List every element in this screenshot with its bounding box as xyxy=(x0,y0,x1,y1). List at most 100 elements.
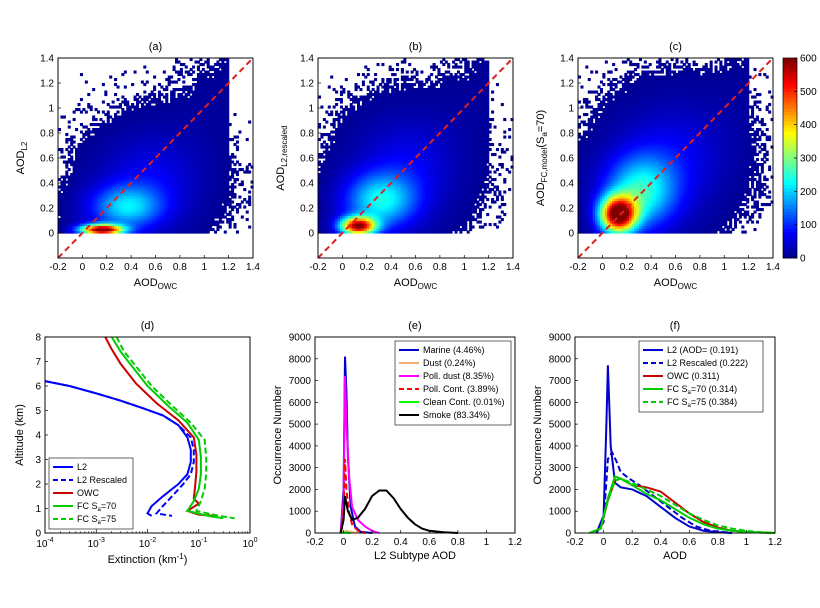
heat-cell xyxy=(114,185,118,189)
heat-cell xyxy=(123,133,127,137)
heat-cell xyxy=(121,148,125,152)
heat-cell xyxy=(199,90,203,94)
heat-cell xyxy=(199,113,203,117)
heat-cell xyxy=(342,125,346,129)
heat-cell xyxy=(339,215,343,219)
heat-cell xyxy=(136,93,140,97)
heat-cell xyxy=(143,145,147,149)
heat-cell xyxy=(233,163,237,167)
heat-cell xyxy=(67,188,71,192)
heat-cell xyxy=(192,108,196,112)
heat-cell xyxy=(325,185,329,189)
heat-cell xyxy=(196,135,200,139)
heat-cell xyxy=(347,185,351,189)
heat-cell xyxy=(157,178,161,182)
heat-cell xyxy=(131,195,135,199)
heat-cell xyxy=(58,223,62,227)
heat-cell xyxy=(216,140,220,144)
heat-cell xyxy=(194,195,198,199)
heat-cell xyxy=(226,130,230,134)
heat-cell xyxy=(94,223,98,227)
heat-cell xyxy=(104,173,108,177)
heat-cell xyxy=(121,108,125,112)
heat-cell xyxy=(136,220,140,224)
heat-cell xyxy=(65,190,69,194)
heat-cell xyxy=(359,120,363,124)
heat-cell xyxy=(79,163,83,167)
heat-cell xyxy=(223,73,227,77)
heat-cell xyxy=(118,143,122,147)
heat-cell xyxy=(165,223,169,227)
heat-cell xyxy=(87,93,91,97)
heat-cell xyxy=(136,215,140,219)
heat-cell xyxy=(128,200,132,204)
heat-cell xyxy=(172,188,176,192)
heat-cell xyxy=(172,105,176,109)
heat-cell xyxy=(128,165,132,169)
heat-cell xyxy=(175,168,179,172)
heat-cell xyxy=(364,98,368,102)
heat-cell xyxy=(206,168,210,172)
heat-cell xyxy=(148,100,152,104)
heat-cell xyxy=(118,218,122,222)
heat-cell xyxy=(214,128,218,132)
heat-cell xyxy=(201,205,205,209)
heat-cell xyxy=(354,180,358,184)
heat-cell xyxy=(325,173,329,177)
heat-cell xyxy=(104,178,108,182)
heat-cell xyxy=(160,180,164,184)
heat-cell xyxy=(223,78,227,82)
heat-cell xyxy=(209,205,213,209)
heat-cell xyxy=(148,103,152,107)
heat-cell xyxy=(145,198,149,202)
heat-cell xyxy=(361,163,365,167)
heat-cell xyxy=(371,185,375,189)
heat-cell xyxy=(223,185,227,189)
heat-cell xyxy=(128,215,132,219)
heat-cell xyxy=(143,125,147,129)
heat-cell xyxy=(337,130,341,134)
heat-cell xyxy=(364,100,368,104)
heat-cell xyxy=(211,83,215,87)
heat-cell xyxy=(118,183,122,187)
heat-cell xyxy=(184,195,188,199)
heat-cell xyxy=(160,210,164,214)
heat-cell xyxy=(79,190,83,194)
heat-cell xyxy=(359,115,363,119)
heat-cell xyxy=(218,93,222,97)
heat-cell xyxy=(65,218,69,222)
heat-cell xyxy=(337,195,341,199)
heat-cell xyxy=(226,143,230,147)
heat-cell xyxy=(150,198,154,202)
heat-cell xyxy=(172,210,176,214)
heat-cell xyxy=(335,135,339,139)
heat-cell xyxy=(226,70,230,74)
heat-cell xyxy=(99,155,103,159)
heat-cell xyxy=(72,193,76,197)
y-axis-label: AODL2 xyxy=(15,141,29,174)
heat-cell xyxy=(218,160,222,164)
heat-cell xyxy=(145,203,149,207)
heat-cell xyxy=(136,228,140,232)
heat-cell xyxy=(189,90,193,94)
heat-cell xyxy=(114,183,118,187)
heat-cell xyxy=(104,223,108,227)
heat-cell xyxy=(192,100,196,104)
heat-cell xyxy=(133,230,137,234)
heat-cell xyxy=(221,135,225,139)
heat-cell xyxy=(116,143,120,147)
heat-cell xyxy=(209,228,213,232)
heat-cell xyxy=(182,128,186,132)
heat-cell xyxy=(226,150,230,154)
heat-cell xyxy=(133,120,137,124)
heat-cell xyxy=(332,215,336,219)
heat-cell xyxy=(165,103,169,107)
heat-cell xyxy=(344,180,348,184)
heat-cell xyxy=(165,88,169,92)
heat-cell xyxy=(182,138,186,142)
heat-cell xyxy=(342,205,346,209)
heat-cell xyxy=(65,203,69,207)
heat-cell xyxy=(131,110,135,114)
heat-cell xyxy=(145,190,149,194)
heat-cell xyxy=(114,208,118,212)
